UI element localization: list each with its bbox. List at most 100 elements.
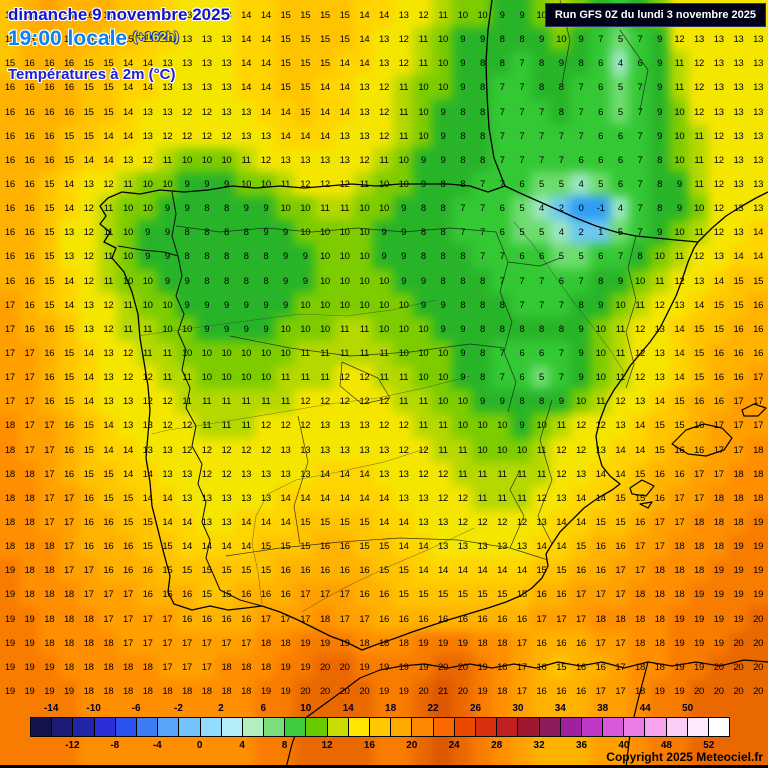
temp-value: 14 [83, 348, 94, 359]
temp-value: 15 [477, 589, 488, 601]
temp-value: 17 [201, 637, 212, 649]
legend-tick-label: 36 [575, 740, 588, 751]
temp-value: 18 [24, 492, 35, 504]
temp-value: 9 [401, 251, 407, 263]
temp-value: 10 [241, 348, 252, 359]
temp-value: 16 [24, 82, 35, 94]
temp-value: 20 [733, 685, 744, 697]
temp-value: 5 [519, 227, 525, 239]
temp-value: 12 [103, 179, 114, 190]
temp-value: 13 [359, 130, 370, 142]
temp-value: 15 [123, 516, 134, 528]
temp-value: 12 [260, 154, 271, 166]
temp-value: 9 [440, 299, 446, 311]
temp-value: 6 [617, 130, 623, 142]
temp-value: 10 [300, 203, 311, 215]
temp-value: 17 [635, 565, 646, 577]
temp-value: 8 [558, 323, 564, 335]
temp-value: 8 [440, 227, 446, 239]
temp-fill-cell [38, 0, 61, 5]
temp-value: 18 [182, 685, 193, 697]
legend-color-cell [391, 718, 413, 736]
temp-value: 14 [556, 516, 567, 528]
temp-fill-cell [727, 0, 750, 5]
temp-value: 11 [340, 203, 350, 215]
temp-value: 11 [202, 396, 212, 408]
temp-value: 14 [654, 396, 665, 408]
temp-value: 13 [280, 154, 291, 166]
temp-value: 16 [83, 516, 94, 528]
temp-value: 10 [221, 348, 232, 359]
temp-value: 4 [617, 58, 623, 70]
temp-fill-cell [707, 27, 730, 54]
temp-value: 13 [162, 106, 173, 118]
temp-value: 17 [182, 637, 193, 649]
temp-value: 15 [63, 323, 74, 335]
temp-value: 18 [674, 565, 685, 577]
temp-value: 8 [420, 251, 426, 263]
temp-value: 10 [359, 299, 370, 311]
temp-fill-cell [707, 75, 730, 102]
temp-value: 13 [615, 420, 626, 432]
temp-fill-cell [18, 51, 41, 78]
temp-value: 8 [539, 396, 545, 408]
legend-color-cell [306, 718, 328, 736]
temp-value: 14 [103, 444, 114, 456]
temp-fill-cell [727, 75, 750, 102]
temp-value: 9 [578, 348, 584, 359]
temp-fill-cell [747, 27, 768, 54]
temp-value: 18 [142, 661, 153, 673]
temp-value: 10 [201, 348, 212, 359]
temp-value: 13 [142, 106, 153, 118]
temp-value: 8 [243, 275, 249, 287]
temp-value: 10 [359, 251, 370, 263]
temp-value: 15 [123, 492, 134, 504]
temp-value: 10 [536, 420, 547, 432]
temp-value: 12 [221, 468, 232, 480]
temp-value: 7 [617, 251, 623, 263]
temp-value: 10 [241, 179, 252, 190]
temp-value: 20 [300, 685, 311, 697]
temp-value: 19 [694, 637, 705, 649]
legend-tick-label: -14 [43, 703, 59, 714]
temp-value: 9 [401, 227, 407, 239]
temp-value: 13 [339, 420, 350, 432]
temp-value: 17 [83, 589, 94, 601]
temp-value: 18 [654, 661, 665, 673]
temp-fill-cell [727, 27, 750, 54]
temp-value: 16 [300, 565, 311, 577]
temp-value: 14 [241, 82, 252, 94]
temp-value: 11 [379, 154, 389, 166]
temp-value: 7 [539, 275, 545, 287]
temp-fill-cell [77, 147, 100, 174]
temp-fill-cell [727, 123, 750, 150]
temp-value: 17 [654, 516, 665, 528]
legend-tick-label: 44 [639, 703, 651, 714]
temp-value: 18 [83, 685, 94, 697]
temp-value: 15 [44, 227, 55, 239]
temp-value: 8 [460, 251, 466, 263]
temp-value: 7 [637, 130, 643, 142]
temp-value: 19 [733, 589, 744, 601]
temp-value: 16 [44, 82, 55, 94]
temp-value: 19 [4, 637, 15, 649]
temp-value: 15 [44, 299, 55, 311]
temp-value: 18 [379, 637, 390, 649]
temp-value: 14 [182, 516, 193, 528]
temp-value: 12 [379, 106, 390, 118]
temp-value: 16 [63, 82, 74, 94]
temp-value: 14 [123, 130, 134, 142]
temp-value: 13 [123, 420, 134, 432]
temp-fill-cell [747, 147, 768, 174]
temp-value: 12 [319, 396, 330, 408]
temp-value: 19 [4, 661, 15, 673]
temp-value: 10 [398, 299, 409, 311]
temp-value: 15 [398, 589, 409, 601]
temp-value: 19 [477, 685, 488, 697]
temp-value: 9 [243, 299, 249, 311]
temp-value: 5 [617, 34, 623, 46]
temp-value: 8 [519, 323, 525, 335]
temp-value: 20 [339, 685, 350, 697]
temp-value: 9 [460, 82, 466, 94]
